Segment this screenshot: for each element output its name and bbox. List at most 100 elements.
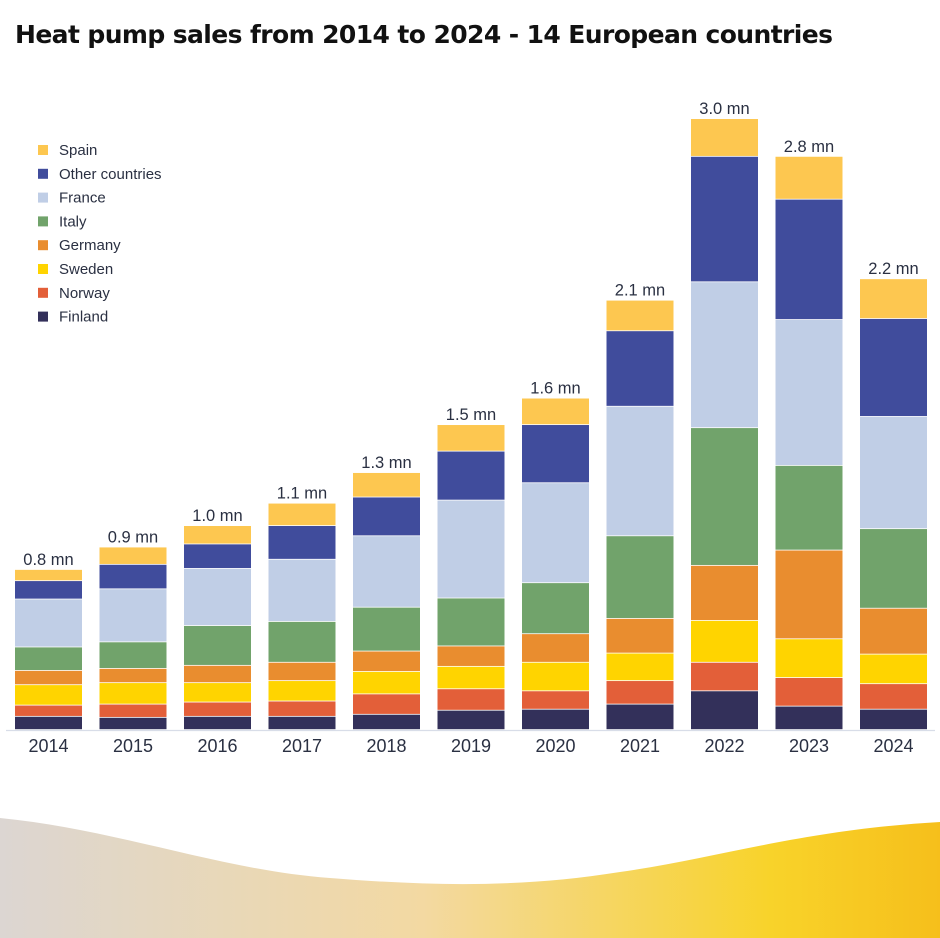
- segment-germany-2018: [353, 651, 420, 672]
- segment-italy-2020: [522, 583, 589, 634]
- segment-germany-2021: [606, 618, 674, 653]
- segment-norway-2019: [437, 689, 505, 710]
- legend-swatch-italy: [38, 216, 48, 227]
- segment-italy-2015: [99, 642, 167, 668]
- total-label-2021: 2.1 mn: [615, 282, 665, 300]
- bar-2018: [353, 472, 420, 730]
- legend-label: Italy: [59, 213, 87, 230]
- x-tick-2018: 2018: [366, 736, 406, 756]
- legend-label: Spain: [59, 142, 97, 159]
- segment-other-countries-2014: [15, 581, 82, 599]
- segment-sweden-2014: [15, 685, 82, 705]
- legend-item-norway: Norway: [38, 285, 110, 302]
- segment-germany-2017: [268, 662, 336, 681]
- segment-sweden-2022: [691, 620, 758, 662]
- legend-swatch-spain: [38, 145, 48, 155]
- legend-swatch-sweden: [38, 264, 48, 274]
- segment-france-2022: [691, 282, 758, 428]
- legend-item-sweden: Sweden: [38, 261, 113, 278]
- segment-germany-2014: [15, 670, 82, 685]
- bar-2020: [522, 398, 589, 730]
- total-label-2016: 1.0 mn: [192, 507, 242, 525]
- legend-item-other-countries: Other countries: [38, 166, 162, 183]
- legend-item-spain: Spain: [38, 142, 97, 159]
- segment-spain-2021: [606, 300, 674, 331]
- segment-finland-2017: [268, 716, 336, 730]
- segment-other-countries-2016: [184, 544, 251, 569]
- bar-2014: [15, 569, 82, 730]
- bar-2015: [99, 547, 167, 730]
- segment-spain-2019: [437, 425, 505, 451]
- bar-2021: [606, 300, 674, 730]
- segment-france-2023: [775, 319, 843, 466]
- legend-swatch-finland: [38, 311, 48, 322]
- segment-sweden-2019: [437, 666, 505, 689]
- total-label-2018: 1.3 mn: [361, 454, 411, 472]
- segment-other-countries-2015: [99, 564, 167, 589]
- segment-france-2015: [99, 589, 167, 642]
- segment-france-2024: [860, 416, 927, 529]
- segment-norway-2024: [860, 684, 927, 709]
- segment-other-countries-2018: [353, 497, 420, 536]
- segment-spain-2014: [15, 569, 82, 581]
- legend-item-italy: Italy: [38, 213, 87, 230]
- segment-norway-2016: [184, 702, 251, 716]
- segment-italy-2016: [184, 625, 251, 665]
- segment-italy-2014: [15, 647, 82, 671]
- x-tick-2024: 2024: [873, 736, 913, 756]
- bar-2024: [860, 279, 927, 730]
- segment-finland-2019: [437, 710, 505, 730]
- legend-swatch-germany: [38, 240, 48, 251]
- legend: Spain Other countries France Italy Germany Sw…: [38, 142, 162, 326]
- segment-germany-2015: [99, 668, 167, 683]
- legend-swatch-norway: [38, 287, 48, 298]
- bar-2022: [691, 119, 758, 730]
- segment-sweden-2017: [268, 681, 336, 701]
- segment-norway-2017: [268, 701, 336, 716]
- segment-norway-2022: [691, 662, 758, 691]
- segment-sweden-2018: [353, 671, 420, 694]
- segment-norway-2015: [99, 704, 167, 717]
- segment-spain-2024: [860, 279, 927, 319]
- legend-swatch-other-countries: [38, 168, 48, 179]
- legend-label: Finland: [59, 309, 108, 326]
- segment-other-countries-2019: [437, 451, 505, 500]
- total-label-2015: 0.9 mn: [108, 528, 158, 546]
- segment-france-2019: [437, 500, 505, 598]
- legend-item-france: France: [38, 190, 106, 207]
- total-label-2023: 2.8 mn: [784, 138, 834, 156]
- x-tick-2016: 2016: [197, 736, 237, 756]
- segment-italy-2018: [353, 607, 420, 651]
- segment-france-2017: [268, 559, 336, 622]
- segment-finland-2021: [606, 704, 674, 730]
- chart-title: Heat pump sales from 2014 to 2024 - 14 E…: [15, 20, 833, 49]
- segment-other-countries-2024: [860, 318, 927, 417]
- segment-norway-2018: [353, 694, 420, 714]
- x-tick-2023: 2023: [789, 736, 829, 756]
- x-tick-2014: 2014: [28, 736, 68, 756]
- segment-sweden-2015: [99, 683, 167, 704]
- segment-finland-2022: [691, 691, 758, 730]
- segment-sweden-2024: [860, 654, 927, 684]
- segment-finland-2018: [353, 714, 420, 730]
- x-tick-2019: 2019: [451, 736, 491, 756]
- segment-sweden-2023: [775, 639, 843, 678]
- segment-germany-2024: [860, 608, 927, 654]
- bar-2023: [775, 156, 843, 730]
- segment-other-countries-2023: [775, 199, 843, 320]
- segment-other-countries-2020: [522, 425, 589, 483]
- segment-sweden-2016: [184, 683, 251, 702]
- total-label-2024: 2.2 mn: [868, 260, 918, 278]
- segment-spain-2022: [691, 119, 758, 156]
- segment-finland-2015: [99, 717, 167, 730]
- segment-italy-2017: [268, 621, 336, 662]
- segment-norway-2023: [775, 677, 843, 706]
- segment-sweden-2020: [522, 662, 589, 691]
- legend-label: Other countries: [59, 166, 162, 183]
- legend-label: Sweden: [59, 261, 113, 278]
- segment-sweden-2021: [606, 653, 674, 681]
- segment-spain-2015: [99, 547, 167, 564]
- wave-shape: [0, 818, 940, 938]
- segment-italy-2023: [775, 465, 843, 550]
- bars: [15, 119, 927, 730]
